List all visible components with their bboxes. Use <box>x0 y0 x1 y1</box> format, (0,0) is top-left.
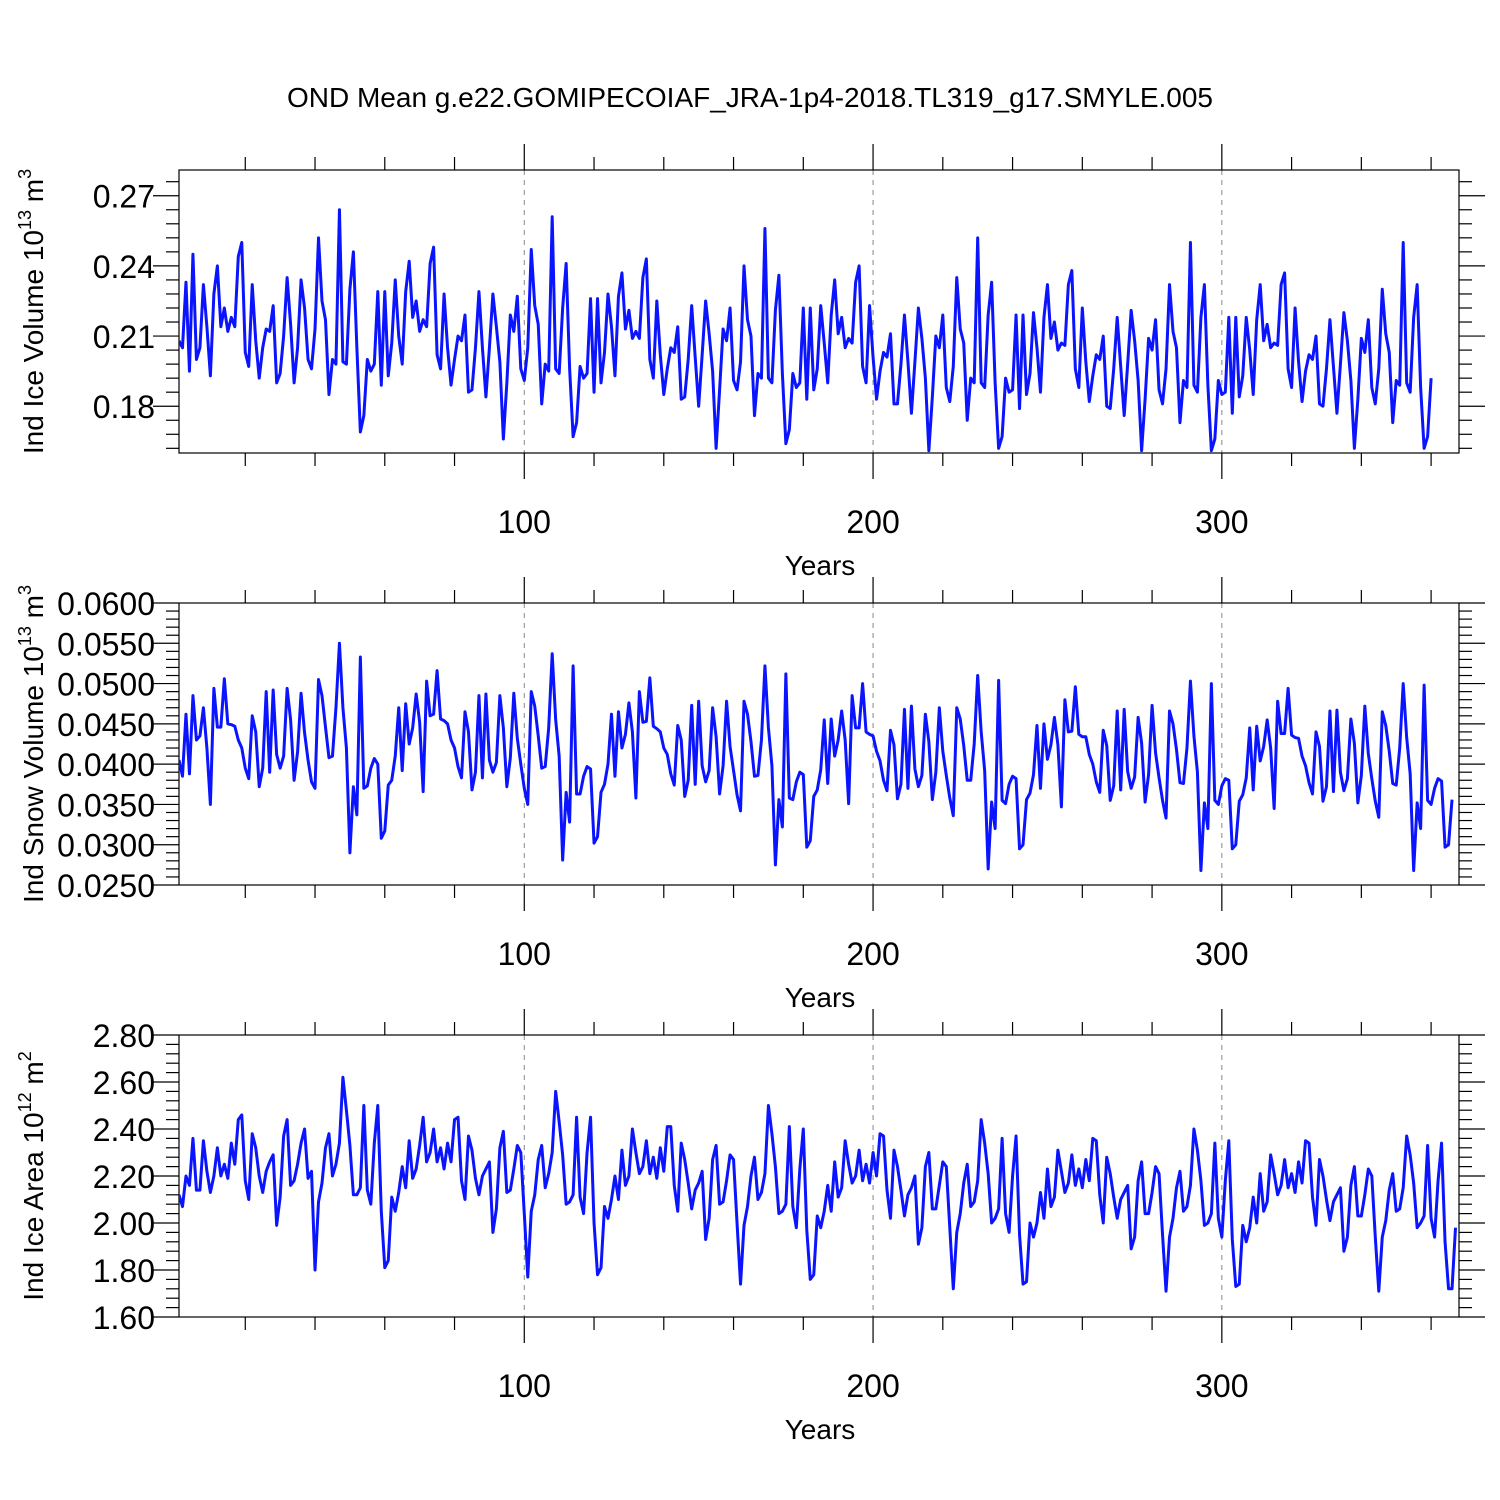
y-axis-label: Ind Ice Volume 1013 m3 <box>15 169 49 454</box>
y-tick-label: 0.0500 <box>57 667 155 703</box>
panels: 100 200 300 0.18 0.21 0.24 0.27 Years Ind Ice Vo… <box>15 144 1485 1445</box>
x-tick-label: 100 <box>498 504 551 540</box>
plot-frame <box>178 169 1460 454</box>
y-tick-label: 0.0350 <box>57 787 155 823</box>
y-tick-label: 2.00 <box>93 1206 155 1242</box>
y-axis-label: Ind Ice Area 1012 m2 <box>15 1051 49 1301</box>
plot-frame <box>178 602 1460 886</box>
x-tick-label: 200 <box>846 936 899 972</box>
y-tick-label: 0.0250 <box>57 868 155 904</box>
x-axis-label: Years <box>785 982 856 1013</box>
series-line-2 <box>179 641 1454 872</box>
x-tick-label: 300 <box>1195 504 1248 540</box>
x-tick-label: 100 <box>498 1368 551 1404</box>
y-tick-label: 0.24 <box>93 249 155 285</box>
y-tick-label: 0.0550 <box>57 626 155 662</box>
x-tick-label: 300 <box>1195 1368 1248 1404</box>
figure-title: OND Mean g.e22.GOMIPECOIAF_JRA-1p4-2018.… <box>287 82 1213 113</box>
y-tick-label: 1.60 <box>93 1300 155 1336</box>
y-tick-label: 2.60 <box>93 1065 155 1101</box>
y-tick-label: 2.80 <box>93 1018 155 1054</box>
y-tick-label: 0.21 <box>93 319 155 355</box>
y-tick-label: 0.27 <box>93 179 155 215</box>
panel-2: 100 200 300 0.0250 0.0300 0.0350 0.0400 0.0450 0… <box>15 577 1485 1013</box>
y-tick-label: 1.80 <box>93 1253 155 1289</box>
y-tick-label: 0.0600 <box>57 586 155 622</box>
y-tick-label: 0.0450 <box>57 707 155 743</box>
y-tick-label: 2.40 <box>93 1112 155 1148</box>
series-line-3 <box>179 1075 1458 1293</box>
panel-1: 100 200 300 0.18 0.21 0.24 0.27 Years Ind Ice Vo… <box>15 144 1485 581</box>
x-tick-label: 200 <box>846 504 899 540</box>
y-tick-label: 0.0300 <box>57 828 155 864</box>
y-tick-label: 2.20 <box>93 1159 155 1195</box>
panel-3: 100 200 300 1.60 1.80 2.00 2.20 2.40 2.60 2.80 Yea… <box>15 1009 1485 1445</box>
y-axis-label: Ind Snow Volume 1013 m3 <box>15 585 49 903</box>
y-tick-label: 0.18 <box>93 389 155 425</box>
x-axis-label: Years <box>785 1414 856 1445</box>
series-line-1 <box>179 208 1433 453</box>
x-tick-label: 300 <box>1195 936 1248 972</box>
x-tick-label: 100 <box>498 936 551 972</box>
y-tick-label: 0.0400 <box>57 747 155 783</box>
x-tick-label: 200 <box>846 1368 899 1404</box>
x-axis-label: Years <box>785 550 856 581</box>
